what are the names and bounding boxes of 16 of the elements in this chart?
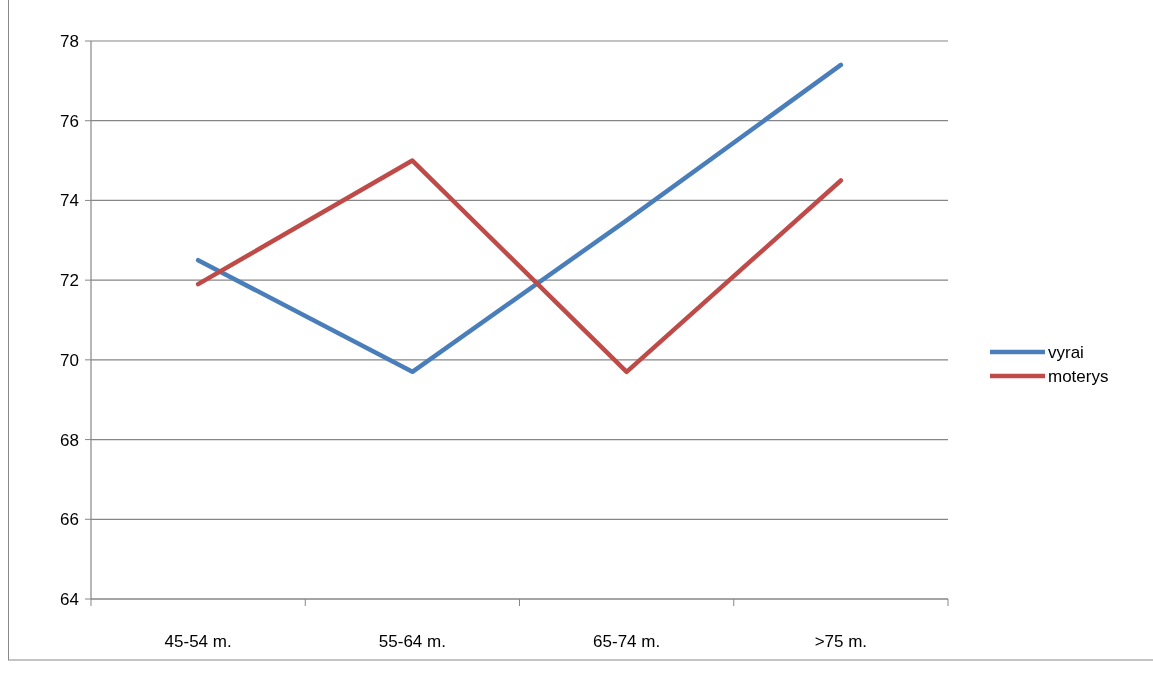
- legend-label: vyrai: [1048, 342, 1084, 362]
- y-tick-label: 66: [60, 510, 79, 530]
- y-tick-label: 78: [60, 31, 79, 51]
- x-tick-label: >75 m.: [814, 632, 868, 651]
- y-tick-label: 64: [60, 589, 79, 609]
- legend-label: moterys: [1048, 366, 1109, 386]
- line-series: [195, 158, 844, 375]
- x-tick-label: 45-54 m.: [164, 632, 232, 651]
- y-tick-label: 72: [60, 271, 79, 291]
- x-tick-label: 65-74 m.: [593, 632, 661, 651]
- x-tick-label: 55-64 m.: [378, 632, 446, 651]
- y-tick-label: 68: [60, 430, 79, 450]
- line-series: [195, 62, 844, 375]
- y-tick-label: 76: [60, 111, 79, 131]
- y-tick-label: 74: [60, 191, 79, 211]
- y-tick-label: 70: [60, 350, 79, 370]
